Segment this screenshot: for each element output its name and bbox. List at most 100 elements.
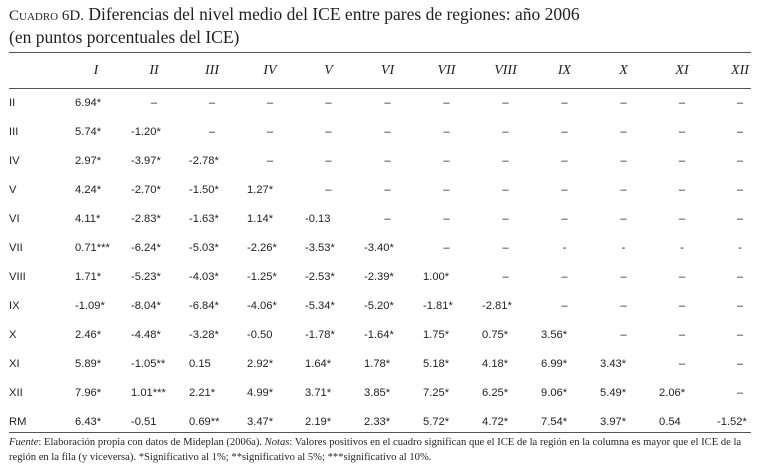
table-cell: -1.78* <box>305 328 335 341</box>
table-cell: – <box>502 212 509 225</box>
title-line2-before: (en puntos porcentuales del <box>9 27 201 47</box>
table-cell: – <box>561 299 568 312</box>
table-body: II 6.94* – – – – – – – – – – – III 5.74* -1.20* – – – – – – – –… <box>9 88 760 436</box>
table-cell: 3.97* <box>600 415 627 428</box>
table-cell: -1.05** <box>131 357 166 370</box>
table-row: X 2.46* -4.48* -3.28* -0.50 -1.78* -1.64* 1.75*… <box>9 320 760 349</box>
table-cell: -0.13 <box>305 212 331 225</box>
table-cell: – <box>620 328 627 341</box>
table-cell: -2.53* <box>305 270 335 283</box>
table-cell: – <box>736 154 744 167</box>
table-cell: -2.81* <box>482 299 512 312</box>
table-cell: 2.21* <box>189 386 216 399</box>
table-row: V 4.24* -2.70* -1.50* 1.27* – – – – – – – – <box>9 175 760 204</box>
column-header: V <box>324 63 333 78</box>
column-header: IX <box>557 63 572 78</box>
table-cell: – <box>736 96 744 109</box>
table-cell: – <box>736 328 744 341</box>
table-number: Cuadro 6D. <box>9 8 84 24</box>
table-cell: – <box>502 241 509 254</box>
row-label: RM <box>9 415 27 428</box>
table-cell: -2.70* <box>131 183 161 196</box>
table-row: VIII 1.71* -5.23* -4.03* -1.25* -2.53* -2.39* 1… <box>9 262 760 291</box>
table-cell: – <box>266 96 274 109</box>
title-line2-after: ) <box>233 27 240 47</box>
table-cell: 0.69** <box>189 415 220 428</box>
table-cell: -3.28* <box>189 328 219 341</box>
table-cell: – <box>561 125 568 138</box>
table-row: IX -1.09* -8.04* -6.84* -4.06* -5.34* -5.20* -1… <box>9 291 760 320</box>
table-cell: – <box>384 154 391 167</box>
table-cell: – <box>443 241 450 254</box>
table-cell: – <box>561 183 568 196</box>
title-line1-after: entre pares de regiones: año 2006 <box>344 4 580 24</box>
table-cell: - <box>621 241 626 254</box>
table-cell: 1.01*** <box>131 386 166 399</box>
table-cell: -5.34* <box>305 299 335 312</box>
table-cell: – <box>443 212 450 225</box>
table-cell: – <box>384 96 391 109</box>
footnote-notes-text-3: de la región en la fila (y viceversa). *… <box>9 437 742 463</box>
footnote-source-label: Fuente <box>9 437 39 448</box>
table-cell: 1.78* <box>364 357 391 370</box>
table-row: IV 2.97* -3.97* -2.78* – – – – – – – – – <box>9 146 760 175</box>
header-rule <box>9 88 751 89</box>
table-cell: – <box>561 270 568 283</box>
table-cell: - <box>562 241 567 254</box>
table-cell: 3.85* <box>364 386 391 399</box>
column-header: VI <box>380 63 395 78</box>
column-header: X <box>619 63 628 78</box>
table-cell: – <box>678 183 686 196</box>
table-cell: – <box>443 125 450 138</box>
table-cell: 5.49* <box>600 386 627 399</box>
column-header: II <box>149 63 159 78</box>
table-cell: -1.52* <box>717 415 747 428</box>
table-cell: -4.48* <box>131 328 161 341</box>
table-cell: -5.03* <box>189 241 219 254</box>
table-cell: – <box>443 96 450 109</box>
table-cell: 5.18* <box>423 357 450 370</box>
table-cell: – <box>736 125 744 138</box>
table-cell: 2.97* <box>75 154 102 167</box>
title-acronym-1: ICE <box>312 4 341 24</box>
table-cell: -6.84* <box>189 299 219 312</box>
column-header: VIII <box>494 63 517 78</box>
table-cell: – <box>678 328 686 341</box>
table-cell: – <box>325 125 332 138</box>
table-cell: 3.43* <box>600 357 627 370</box>
table-cell: - <box>680 241 684 254</box>
table-cell: – <box>561 212 568 225</box>
table-cell: -8.04* <box>131 299 161 312</box>
footnote-notes-text-2: de la región en la columna es mayor que … <box>516 437 699 448</box>
table-cell: -1.64* <box>364 328 394 341</box>
table-cell: -1.09* <box>75 299 105 312</box>
table-cell: – <box>325 154 332 167</box>
table-cell: 1.64* <box>305 357 332 370</box>
table-row: VII 0.71*** -6.24* -5.03* -2.26* -3.53* -3.40*… <box>9 233 760 262</box>
table-cell: 7.54* <box>541 415 568 428</box>
column-header: IV <box>263 63 277 78</box>
table-cell: 3.71* <box>305 386 332 399</box>
table-cell: 5.72* <box>423 415 450 428</box>
row-label: II <box>9 96 16 109</box>
table-cell: – <box>502 96 509 109</box>
table-cell: – <box>620 183 627 196</box>
table-cell: 2.19* <box>305 415 332 428</box>
footnote-source-text: : Elaboración propia con datos de Midepl… <box>38 437 262 448</box>
table-cell: – <box>736 357 744 370</box>
table-cell: 3.56* <box>541 328 568 341</box>
table-cell: -1.63* <box>189 212 219 225</box>
table-cell: 2.92* <box>247 357 274 370</box>
table-cell: – <box>384 183 391 196</box>
table-cell: 3.47* <box>247 415 274 428</box>
table-cell: – <box>678 154 686 167</box>
table-cell: -2.83* <box>131 212 161 225</box>
table-cell: 2.06* <box>659 386 686 399</box>
table-cell: 0.15 <box>189 357 211 370</box>
row-label: III <box>9 125 19 138</box>
table-cell: -3.97* <box>131 154 161 167</box>
table-row: II 6.94* – – – – – – – – – – – <box>9 88 760 117</box>
title-line1-before: Diferencias del nivel medio del <box>88 4 308 24</box>
table-cell: – <box>384 125 391 138</box>
table-cell: 4.18* <box>482 357 509 370</box>
